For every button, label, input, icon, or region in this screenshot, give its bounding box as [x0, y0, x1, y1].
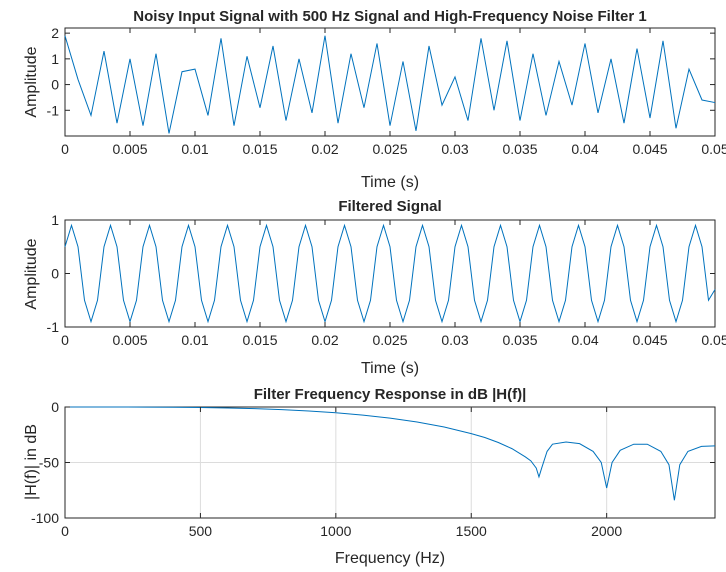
- x-tick-label: 0.025: [372, 141, 407, 157]
- x-tick-label: 0.005: [112, 141, 147, 157]
- chart-title: Filtered Signal: [338, 198, 441, 215]
- subplot-frequency-response: Filter Frequency Response in dB |H(f)| 0…: [23, 386, 716, 567]
- subplot-filtered-signal: Filtered Signal 0 0.005 0.01 0.015 0.02 0.025…: [23, 198, 726, 377]
- x-tick-label: 1000: [320, 523, 351, 539]
- y-tick-label: -50: [39, 455, 59, 471]
- y-tick-label: 1: [51, 212, 59, 228]
- y-axis-label: |H(f)| in dB: [23, 424, 40, 500]
- x-tick-label: 0.025: [372, 332, 407, 348]
- x-tick-label: 0.01: [181, 332, 208, 348]
- x-tick-label: 0.05: [701, 332, 726, 348]
- series-line: [64, 223, 716, 324]
- x-tick-label: 0.03: [441, 332, 468, 348]
- x-tick-label: 0: [61, 141, 69, 157]
- x-tick-label: 0.015: [242, 141, 277, 157]
- series-line: [65, 406, 716, 501]
- y-tick-label: 2: [51, 25, 59, 41]
- y-tick-label: -1: [47, 319, 60, 335]
- y-tick-label: 0: [51, 77, 59, 93]
- y-tick-label: 0: [51, 266, 59, 282]
- x-axis-label: Time (s): [361, 360, 419, 377]
- x-tick-label: 0.04: [571, 141, 598, 157]
- x-tick-label: 0.02: [311, 332, 338, 348]
- y-tick-label: -1: [47, 102, 60, 118]
- chart-title: Noisy Input Signal with 500 Hz Signal an…: [133, 8, 646, 25]
- x-tick-label: 0.01: [181, 141, 208, 157]
- x-tick-label: 0.03: [441, 141, 468, 157]
- x-tick-label: 0.05: [701, 141, 726, 157]
- x-tick-label: 0.02: [311, 141, 338, 157]
- x-tick-label: 0: [61, 332, 69, 348]
- y-axis-label: Amplitude: [23, 238, 40, 309]
- subplot-noisy-input: Noisy Input Signal with 500 Hz Signal an…: [23, 8, 726, 191]
- x-axis-label: Frequency (Hz): [335, 550, 445, 567]
- y-tick-label: 1: [51, 51, 59, 67]
- x-tick-label: 0.035: [502, 332, 537, 348]
- x-tick-label: 0: [61, 523, 69, 539]
- x-axis-label: Time (s): [361, 174, 419, 191]
- x-tick-label: 500: [189, 523, 213, 539]
- y-tick-label: 0: [51, 399, 59, 415]
- x-tick-label: 1500: [456, 523, 487, 539]
- x-tick-label: 0.005: [112, 332, 147, 348]
- y-axis-label: Amplitude: [23, 46, 40, 117]
- x-tick-label: 0.035: [502, 141, 537, 157]
- series-line: [64, 35, 716, 134]
- x-tick-label: 2000: [591, 523, 622, 539]
- x-tick-label: 0.015: [242, 332, 277, 348]
- x-tick-label: 0.04: [571, 332, 598, 348]
- plot-area: [64, 219, 716, 328]
- y-tick-label: -100: [31, 510, 59, 526]
- x-tick-label: 0.045: [632, 332, 667, 348]
- chart-title: Filter Frequency Response in dB |H(f)|: [254, 386, 527, 403]
- x-tick-label: 0.045: [632, 141, 667, 157]
- plot-area: [64, 27, 716, 137]
